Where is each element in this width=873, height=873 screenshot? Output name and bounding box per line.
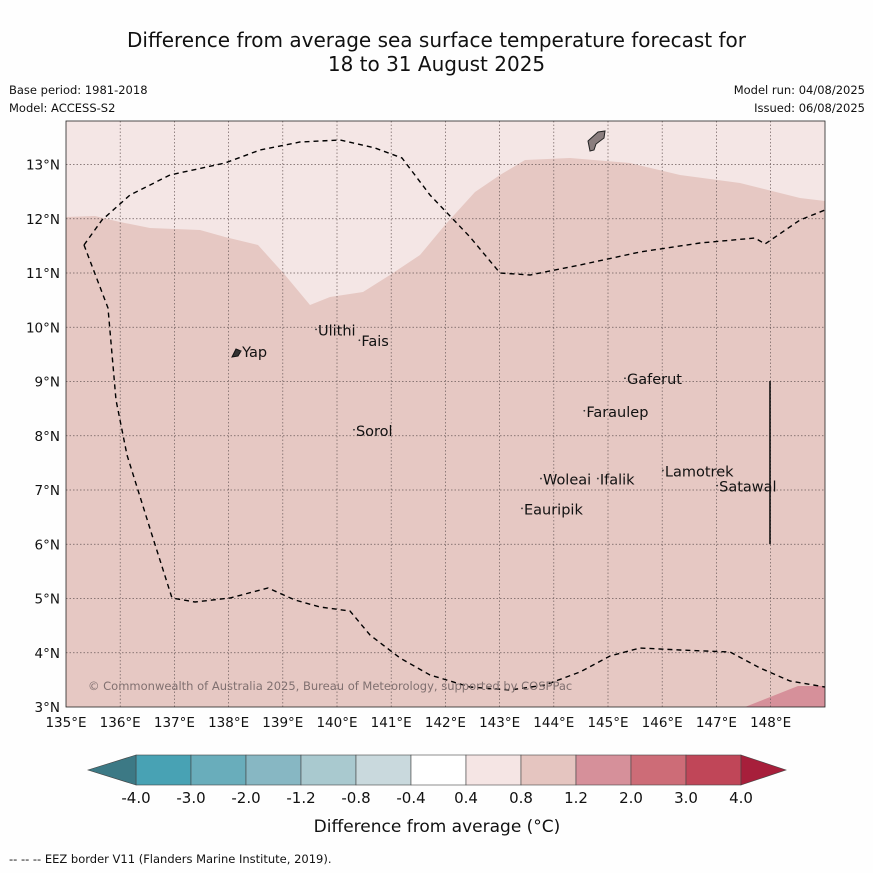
longitude-tick-label: 144°E	[533, 715, 574, 731]
place-label-woleai: Woleai	[543, 473, 591, 489]
colorbar-segment	[465, 754, 522, 786]
longitude-tick-label: 147°E	[696, 715, 737, 731]
longitude-tick-label: 148°E	[750, 715, 791, 731]
colorbar-tick-label: -0.8	[341, 789, 370, 807]
place-labels: Yap Ulithi Fais Sorol Gaferut Faraulep Woleai I…	[239, 323, 777, 518]
sst-warm-corner	[745, 686, 825, 707]
longitude-tick-label: 136°E	[100, 715, 141, 731]
colorbar-tick-label: -3.0	[176, 789, 205, 807]
colorbar: -4.0 -3.0 -2.0 -1.2 -0.8 -0.4 0.4 0.8 1.2 2.0 3.0 4…	[86, 754, 787, 807]
atoll-marker	[521, 507, 523, 510]
atoll-marker	[662, 469, 664, 472]
latitude-tick-label: 10°N	[26, 320, 60, 336]
base-period: Base period: 1981-2018	[9, 83, 148, 97]
atoll-marker	[596, 477, 599, 480]
colorbar-segment	[355, 754, 412, 786]
copyright-notice: © Commonwealth of Australia 2025, Bureau…	[88, 679, 572, 693]
atoll-marker	[358, 339, 361, 342]
colorbar-segment	[190, 754, 247, 786]
latitude-tick-labels: 3°N 4°N 5°N 6°N 7°N 8°N 9°N 10°N 11°N 12°N 13°N	[26, 158, 60, 717]
colorbar-segment	[135, 754, 192, 786]
longitude-tick-labels: 135°E 136°E 137°E 138°E 139°E 140°E 141°E 142°E…	[45, 715, 791, 731]
latitude-tick-label: 8°N	[35, 429, 60, 445]
colorbar-tick-label: -4.0	[121, 789, 150, 807]
colorbar-tick-label: 3.0	[674, 789, 698, 807]
colorbar-under-arrow	[86, 754, 137, 786]
longitude-tick-label: 137°E	[154, 715, 195, 731]
place-label-ifalik: Ifalik	[600, 473, 635, 489]
colorbar-tick-label: 1.2	[564, 789, 588, 807]
colorbar-tick-label: 4.0	[729, 789, 753, 807]
place-label-satawal: Satawal	[719, 480, 776, 496]
place-label-eauripik: Eauripik	[524, 502, 583, 518]
longitude-tick-label: 145°E	[587, 715, 628, 731]
longitude-tick-label: 143°E	[479, 715, 520, 731]
colorbar-over-arrow	[740, 754, 787, 786]
atoll-marker	[583, 409, 586, 412]
colorbar-tick-label: 0.8	[509, 789, 533, 807]
place-label-faraulep: Faraulep	[586, 405, 648, 421]
place-label-yap: Yap	[241, 345, 267, 361]
latitude-tick-label: 13°N	[26, 158, 60, 174]
map-frame	[65, 120, 826, 708]
eez-border	[83, 139, 826, 691]
eez-source-note: -- -- -- EEZ border V11 (Flanders Marine…	[9, 852, 332, 866]
model-run: Model run: 04/08/2025	[733, 83, 865, 97]
colorbar-tick-label: -0.4	[396, 789, 425, 807]
guam-island	[587, 130, 606, 152]
latitude-tick-label: 3°N	[35, 700, 60, 716]
title-line-1: Difference from average sea surface temp…	[126, 28, 746, 52]
place-label-lamotrek: Lamotrek	[665, 464, 734, 480]
latitude-tick-label: 9°N	[35, 375, 60, 391]
colorbar-segment	[300, 754, 357, 786]
colorbar-segment	[685, 754, 742, 786]
atoll-marker	[353, 428, 355, 431]
model-name: Model: ACCESS-S2	[9, 101, 116, 115]
latitude-tick-label: 6°N	[35, 537, 60, 553]
longitude-tick-label: 135°E	[45, 715, 86, 731]
atoll-marker	[716, 484, 719, 487]
latitude-tick-label: 5°N	[35, 592, 60, 608]
chart-title: Difference from average sea surface temp…	[0, 28, 873, 76]
longitude-tick-label: 138°E	[208, 715, 249, 731]
colorbar-tick-label: -1.2	[286, 789, 315, 807]
colorbar-tick-label: -2.0	[231, 789, 260, 807]
atoll-marker	[315, 328, 317, 331]
longitude-tick-label: 142°E	[425, 715, 466, 731]
atoll-marker	[540, 477, 542, 480]
colorbar-tick-label: 2.0	[619, 789, 643, 807]
latitude-tick-label: 7°N	[35, 483, 60, 499]
place-label-sorol: Sorol	[356, 424, 393, 440]
longitude-tick-label: 141°E	[371, 715, 412, 731]
atoll-marker	[239, 350, 242, 352]
longitude-tick-label: 140°E	[316, 715, 357, 731]
atoll-marker	[624, 377, 626, 380]
latitude-tick-label: 12°N	[26, 212, 60, 228]
colorbar-segment	[410, 754, 467, 786]
colorbar-segment	[520, 754, 577, 786]
latitude-tick-label: 4°N	[35, 646, 60, 662]
colorbar-segment	[575, 754, 632, 786]
latitude-tick-label: 11°N	[26, 266, 60, 282]
place-label-gaferut: Gaferut	[627, 372, 682, 388]
graticule	[66, 121, 825, 707]
colorbar-segment	[630, 754, 687, 786]
meta-right: Model run: 04/08/2025 Issued: 06/08/2025	[734, 81, 865, 117]
colorbar-tick-label: 0.4	[454, 789, 478, 807]
longitude-tick-label: 139°E	[262, 715, 303, 731]
longitude-tick-label: 146°E	[642, 715, 683, 731]
title-line-2: 18 to 31 August 2025	[327, 52, 546, 76]
place-label-ulithi: Ulithi	[318, 323, 356, 339]
issued-date: Issued: 06/08/2025	[754, 101, 865, 115]
colorbar-label: Difference from average (°C)	[314, 817, 561, 837]
meta-left: Base period: 1981-2018 Model: ACCESS-S2	[9, 81, 148, 117]
place-label-fais: Fais	[361, 334, 388, 350]
colorbar-segment	[245, 754, 302, 786]
